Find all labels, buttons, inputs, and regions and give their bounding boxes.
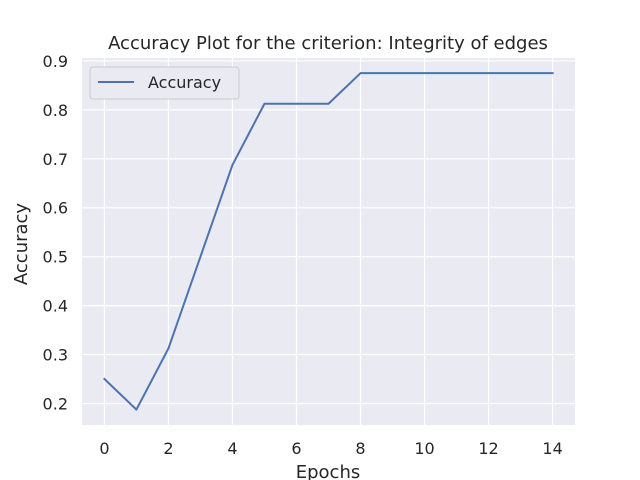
y-tick-label: 0.8 bbox=[43, 101, 68, 120]
y-tick-label: 0.5 bbox=[43, 248, 68, 267]
legend-entry-accuracy: Accuracy bbox=[148, 73, 221, 92]
y-tick-label: 0.4 bbox=[43, 297, 68, 316]
x-axis-label: Epochs bbox=[296, 462, 361, 480]
x-tick-label: 6 bbox=[291, 439, 301, 458]
x-tick-label: 12 bbox=[478, 439, 498, 458]
series-layer bbox=[102, 72, 554, 411]
y-tick-label: 0.3 bbox=[43, 346, 68, 365]
x-tick-label: 0 bbox=[99, 439, 109, 458]
x-tick-label: 10 bbox=[414, 439, 434, 458]
legend-box bbox=[89, 66, 240, 100]
x-tick-label: 2 bbox=[163, 439, 173, 458]
chart-title: Accuracy Plot for the criterion: Integri… bbox=[108, 33, 548, 54]
y-tick-label: 0.7 bbox=[43, 150, 68, 169]
x-gridlines bbox=[103, 58, 554, 425]
x-tick-label: 4 bbox=[227, 439, 237, 458]
y-gridlines bbox=[82, 60, 575, 405]
y-axis-label: Accuracy bbox=[11, 203, 32, 286]
x-tick-label: 14 bbox=[542, 439, 562, 458]
x-tick-label: 8 bbox=[355, 439, 365, 458]
series-line-accuracy bbox=[102, 72, 554, 411]
plot-area bbox=[82, 58, 575, 425]
x-tick-labels: 0 2 4 6 8 10 12 14 bbox=[99, 439, 562, 458]
legend: Accuracy bbox=[89, 66, 240, 100]
y-tick-labels: 0.2 0.3 0.4 0.5 0.6 0.7 0.8 0.9 bbox=[43, 52, 68, 414]
y-tick-label: 0.2 bbox=[43, 394, 68, 413]
y-tick-label: 0.6 bbox=[43, 199, 68, 218]
y-tick-label: 0.9 bbox=[43, 52, 68, 71]
